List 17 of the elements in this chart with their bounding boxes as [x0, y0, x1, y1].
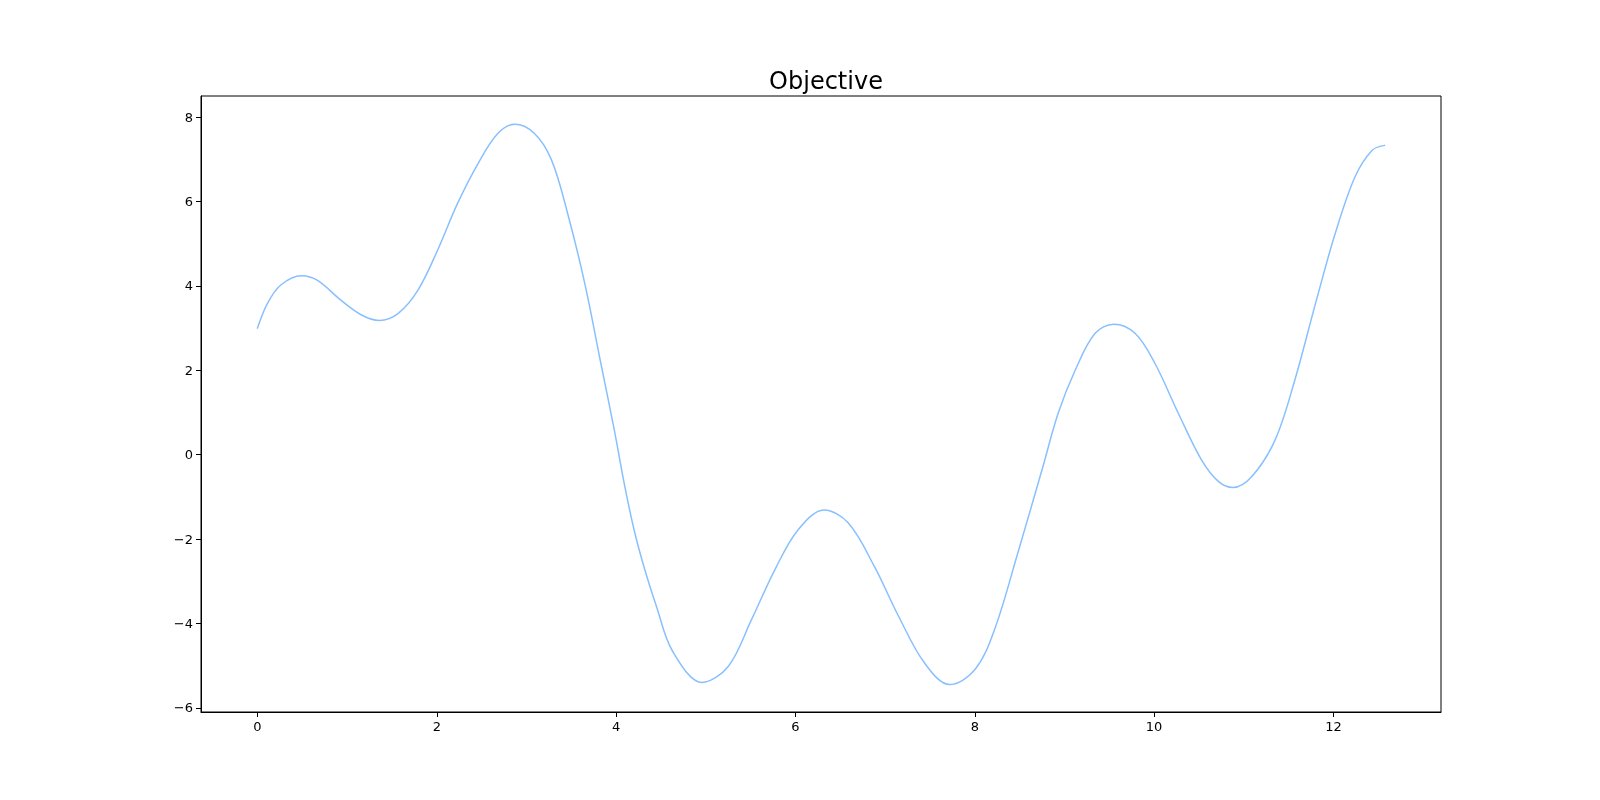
- x-tick-label: 2: [432, 719, 441, 734]
- y-tick-label: 8: [184, 109, 193, 125]
- y-tick-label: 2: [184, 362, 193, 378]
- y-tick-label: −2: [173, 531, 193, 547]
- x-tick-label: 6: [791, 719, 800, 734]
- x-tick-label: 12: [1325, 719, 1342, 734]
- y-tick-label: 6: [184, 193, 193, 209]
- x-tick-label: 8: [970, 719, 979, 734]
- y-tick-label: −4: [173, 615, 193, 631]
- x-tick-label: 10: [1145, 719, 1163, 734]
- chart-title: Objective: [769, 67, 883, 95]
- y-tick-label: 4: [184, 278, 193, 294]
- x-tick-label: 4: [611, 719, 621, 734]
- y-tick-label: 0: [184, 447, 193, 463]
- line-series: [256, 123, 1386, 686]
- x-tick-label: 0: [253, 719, 262, 734]
- y-tick-label: −6: [173, 700, 193, 716]
